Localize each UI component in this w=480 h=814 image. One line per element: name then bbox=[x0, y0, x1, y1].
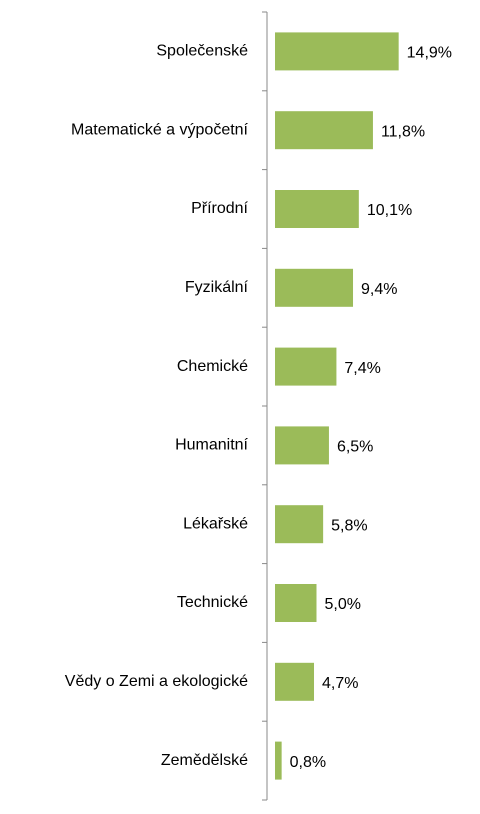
bar bbox=[275, 268, 354, 307]
value-label: 6,5% bbox=[337, 439, 373, 456]
bar bbox=[275, 190, 359, 228]
bar bbox=[275, 584, 317, 622]
bar bbox=[275, 505, 324, 544]
value-label: 10,1% bbox=[367, 202, 412, 219]
bar bbox=[275, 111, 373, 150]
value-label: 9,4% bbox=[361, 281, 397, 298]
value-label: 14,9% bbox=[407, 45, 452, 62]
bar bbox=[275, 347, 337, 386]
category-label: Chemické bbox=[177, 358, 248, 375]
bar bbox=[275, 32, 399, 71]
category-label: Fyzikální bbox=[185, 279, 249, 296]
bar bbox=[275, 662, 315, 701]
category-label: Lékařské bbox=[183, 515, 248, 532]
category-label: Společenské bbox=[156, 43, 248, 60]
bar bbox=[275, 426, 329, 465]
category-label: Technické bbox=[177, 594, 248, 611]
category-label: Vědy o Zemi a ekologické bbox=[65, 673, 248, 690]
value-label: 4,7% bbox=[322, 675, 358, 692]
value-label: 5,8% bbox=[331, 517, 367, 534]
value-label: 0,8% bbox=[290, 754, 326, 771]
value-label: 5,0% bbox=[325, 596, 361, 613]
bar bbox=[275, 741, 282, 780]
value-label: 7,4% bbox=[344, 360, 380, 377]
category-label: Humanitní bbox=[175, 437, 248, 454]
category-label: Přírodní bbox=[191, 200, 248, 217]
value-label: 11,8% bbox=[381, 123, 425, 140]
category-label: Matematické a výpočetní bbox=[71, 121, 249, 138]
category-label: Zemědělské bbox=[161, 752, 248, 769]
